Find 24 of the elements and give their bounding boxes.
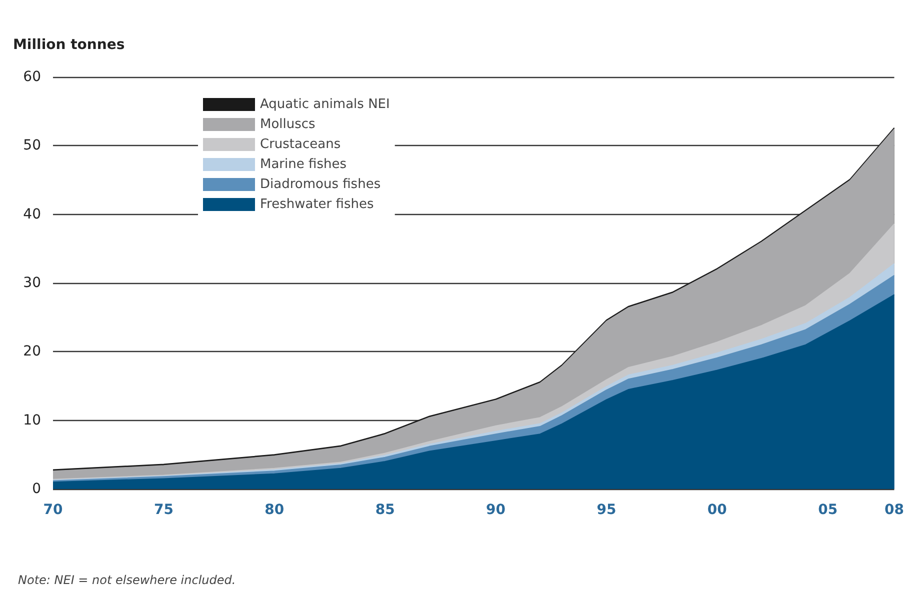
y-axis-title: Million tonnes <box>13 37 125 53</box>
legend-label: Diadromous fishes <box>260 177 381 192</box>
y-tick-label: 0 <box>32 481 41 497</box>
legend-label: Molluscs <box>260 117 316 132</box>
legend-label: Aquatic animals NEI <box>260 97 390 112</box>
text: Note: NEI = not elsewhere included. <box>18 573 236 587</box>
legend-label: Marine fishes <box>260 157 347 172</box>
x-tick-label: 08 <box>884 502 904 518</box>
x-tick-label: 70 <box>43 502 63 518</box>
y-tick-label: 50 <box>23 138 41 154</box>
x-tick-label: 00 <box>707 502 728 518</box>
x-tick-label: 85 <box>375 502 395 518</box>
y-tick-label: 60 <box>23 69 41 85</box>
x-tick-label: 80 <box>264 502 284 518</box>
y-tick-label: 10 <box>23 412 41 428</box>
x-tick-label: 75 <box>154 502 174 518</box>
x-tick-label: 90 <box>486 502 506 518</box>
y-tick-label: 20 <box>23 344 41 360</box>
y-tick-label: 30 <box>23 275 41 291</box>
legend-label: Freshwater fishes <box>260 197 374 212</box>
x-tick-label: 05 <box>818 502 838 518</box>
x-tick-label: 95 <box>596 502 616 518</box>
legend-label: Crustaceans <box>260 137 341 152</box>
y-tick-label: 40 <box>23 206 41 222</box>
